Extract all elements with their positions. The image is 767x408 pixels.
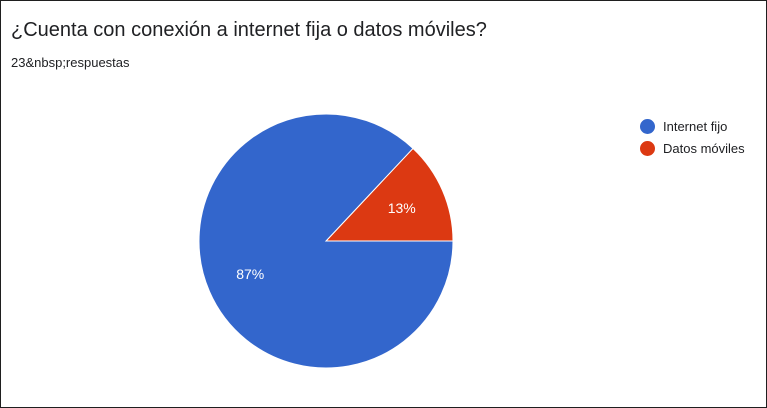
slice-label-datos-moviles: 13%: [388, 200, 416, 216]
slice-internet-fijo[interactable]: [198, 113, 454, 369]
legend-item-datos-moviles[interactable]: Datos móviles: [640, 137, 745, 159]
slice-label-internet-fijo: 87%: [236, 266, 264, 282]
legend-item-internet-fijo[interactable]: Internet fijo: [640, 115, 745, 137]
chart-title: ¿Cuenta con conexión a internet fija o d…: [11, 19, 487, 41]
legend: Internet fijo Datos móviles: [640, 115, 745, 159]
legend-label-internet-fijo: Internet fijo: [663, 118, 728, 134]
response-count: 23&nbsp;respuestas: [11, 55, 130, 70]
legend-swatch-datos-moviles: [640, 140, 655, 156]
legend-label-datos-moviles: Datos móviles: [663, 140, 745, 156]
slice-datos-moviles[interactable]: [324, 147, 454, 242]
legend-swatch-internet-fijo: [640, 118, 655, 134]
